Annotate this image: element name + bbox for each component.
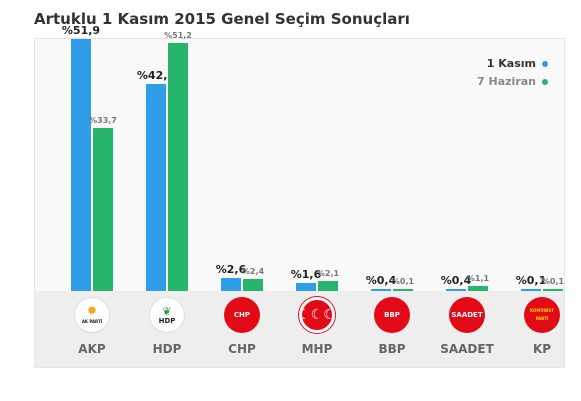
logo-text-hdp: HDP <box>158 316 176 325</box>
kp-logo: KOMÜNİST PARTİ <box>524 297 560 333</box>
value-label-chp-haziran: %2,4 <box>241 267 265 277</box>
legend-label-haziran: 7 Haziran <box>477 75 536 88</box>
value-label-bbp-kasim: %0,4 <box>365 274 397 287</box>
party-name-mhp: MHP <box>301 342 333 356</box>
legend-item-kasim: 1 Kasım <box>487 57 548 70</box>
value-label-akp-kasim: %51,9 <box>61 24 101 38</box>
logo-text-akp: AK PARTİ <box>81 318 103 324</box>
bar-mhp-kasim <box>296 283 316 291</box>
party-strip: ✹ AK PARTİ AKP ❦ HDP HDP CHP CHP ☾☾☾ MHP BBP BBP SAA… <box>35 291 564 367</box>
party-name-kp: KP <box>532 342 552 356</box>
bar-bbp-kasim <box>371 289 391 291</box>
bar-hdp-haziran <box>168 42 188 291</box>
bbp-logo: BBP <box>374 297 410 333</box>
value-label-mhp-kasim: %1,6 <box>290 268 322 282</box>
value-label-hdp-kasim: %42,7 <box>136 68 176 82</box>
party-name-chp: CHP <box>228 342 256 356</box>
value-label-bbp-haziran: %0,1 <box>391 277 415 286</box>
chart-title: Artuklu 1 Kasım 2015 Genel Seçim Sonuçla… <box>34 10 410 28</box>
bar-saadet-kasim <box>446 289 466 291</box>
value-label-kp-kasim: %0,1 <box>515 274 547 287</box>
bar-kp-kasim <box>521 289 541 291</box>
logo-text-saadet: SAADET <box>451 311 483 319</box>
legend-dot-kasim <box>542 61 548 67</box>
logo-text-kp: KOMÜNİST PARTİ <box>530 308 554 321</box>
akp-logo: ✹ AK PARTİ <box>74 297 110 333</box>
value-label-saadet-haziran: %1,1 <box>466 273 490 283</box>
value-label-akp-haziran: %33,7 <box>89 115 117 125</box>
value-label-chp-kasim: %2,6 <box>215 263 247 277</box>
party-name-saadet: SAADET <box>440 342 494 356</box>
party-name-bbp: BBP <box>378 342 406 356</box>
chart-panel: 1 Kasım 7 Haziran %51,9 %33,7 %42,7 %51,2 %2… <box>34 24 565 368</box>
party-name-hdp: HDP <box>152 342 182 356</box>
value-label-hdp-haziran: %51,2 <box>164 30 192 40</box>
bar-saadet-haziran <box>468 285 488 291</box>
logo-text-bbp: BBP <box>384 311 400 319</box>
bar-akp-kasim <box>71 39 91 291</box>
bar-chp-haziran <box>243 279 263 291</box>
plot-area: 1 Kasım 7 Haziran %51,9 %33,7 %42,7 %51,2 %2… <box>35 24 565 291</box>
bar-chp-kasim <box>221 278 241 291</box>
legend-item-haziran: 7 Haziran <box>477 75 548 88</box>
value-label-kp-haziran: %0,1 <box>541 277 565 286</box>
bar-bbp-haziran <box>393 289 413 291</box>
legend-dot-haziran <box>542 79 548 85</box>
bar-hdp-kasim <box>146 83 166 291</box>
saadet-logo: SAADET <box>449 297 485 333</box>
bar-akp-haziran <box>93 127 113 291</box>
mhp-logo: ☾☾☾ <box>299 297 335 333</box>
hdp-logo: ❦ HDP <box>149 297 185 333</box>
party-name-akp: AKP <box>78 342 106 356</box>
value-label-saadet-kasim: %0,4 <box>440 274 472 287</box>
bar-mhp-haziran <box>318 280 338 291</box>
bar-kp-haziran <box>543 289 563 291</box>
legend-label-kasim: 1 Kasım <box>486 57 536 70</box>
chp-logo: CHP <box>224 297 260 333</box>
logo-text-chp: CHP <box>233 311 251 319</box>
value-label-mhp-haziran: %2,1 <box>316 268 340 278</box>
